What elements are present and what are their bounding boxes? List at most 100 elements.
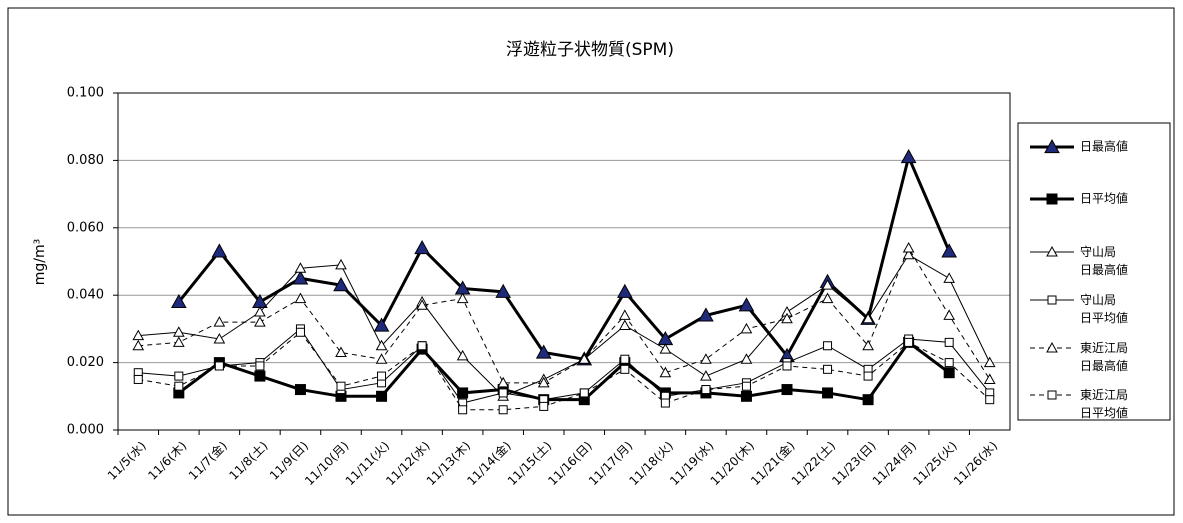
marker xyxy=(659,343,672,354)
y-tick-label: 0.000 xyxy=(67,423,104,438)
marker xyxy=(985,395,995,405)
marker xyxy=(579,388,589,398)
marker xyxy=(741,381,751,391)
marker xyxy=(821,279,834,290)
plot-area xyxy=(117,92,1011,431)
marker xyxy=(983,356,996,368)
marker xyxy=(214,361,224,371)
y-tick-label: 0.080 xyxy=(67,153,104,168)
marker xyxy=(781,312,793,324)
marker xyxy=(1047,390,1057,400)
marker xyxy=(782,361,792,371)
marker xyxy=(416,299,428,310)
marker xyxy=(1044,138,1060,154)
marker xyxy=(172,336,185,347)
marker xyxy=(738,297,755,312)
marker xyxy=(618,309,631,320)
marker xyxy=(578,353,591,364)
marker xyxy=(213,316,226,327)
marker xyxy=(900,149,917,164)
y-axis-label: mg/m³ xyxy=(32,239,48,286)
marker xyxy=(132,329,145,341)
marker xyxy=(172,326,185,337)
marker xyxy=(821,292,834,304)
marker xyxy=(495,283,512,298)
series-line xyxy=(138,328,991,404)
legend-label: 守山局日最高値 xyxy=(1080,245,1128,277)
legend-label: 東近江局日最高値 xyxy=(1080,341,1128,373)
marker xyxy=(862,394,874,406)
marker xyxy=(904,337,914,347)
marker xyxy=(498,405,508,415)
marker xyxy=(333,277,349,292)
marker xyxy=(132,339,145,351)
marker xyxy=(211,243,228,258)
y-tick-label: 0.100 xyxy=(67,86,104,101)
marker xyxy=(618,319,631,331)
marker xyxy=(335,346,347,357)
marker xyxy=(497,376,510,388)
marker xyxy=(700,370,712,381)
chart-title: 浮遊粒子状物質(SPM) xyxy=(506,40,674,60)
marker xyxy=(133,374,143,384)
marker xyxy=(213,332,226,344)
marker xyxy=(377,371,387,381)
marker xyxy=(823,341,833,351)
marker xyxy=(375,339,388,351)
marker xyxy=(335,258,347,270)
marker xyxy=(902,248,915,260)
marker xyxy=(417,341,427,351)
marker xyxy=(292,270,309,285)
marker xyxy=(944,337,954,347)
marker xyxy=(823,364,833,374)
marker xyxy=(822,387,834,399)
legend-box xyxy=(1017,122,1171,421)
marker xyxy=(537,376,550,388)
legend-label: 守山局日平均値 xyxy=(1080,293,1128,325)
marker xyxy=(255,361,265,371)
marker xyxy=(862,312,874,324)
marker xyxy=(781,384,793,396)
marker xyxy=(456,349,469,361)
marker xyxy=(863,371,873,381)
marker xyxy=(660,398,670,408)
series-line xyxy=(138,246,991,384)
marker xyxy=(1046,341,1058,353)
marker xyxy=(941,243,958,258)
marker xyxy=(620,354,630,364)
marker xyxy=(539,401,549,411)
marker xyxy=(701,385,711,395)
marker xyxy=(1046,193,1058,205)
marker xyxy=(740,353,753,364)
legend-label: 日最高値 xyxy=(1080,139,1128,154)
marker xyxy=(254,370,266,382)
legend-label: 東近江局日平均値 xyxy=(1080,388,1128,420)
legend-label: 日平均値 xyxy=(1080,191,1128,206)
marker xyxy=(943,309,956,320)
marker xyxy=(498,388,508,398)
marker xyxy=(294,292,307,304)
marker xyxy=(943,272,956,283)
marker xyxy=(620,364,630,374)
marker xyxy=(944,358,954,368)
marker xyxy=(616,283,633,298)
marker xyxy=(294,384,306,396)
marker xyxy=(376,390,388,402)
marker xyxy=(983,373,996,384)
marker xyxy=(170,293,187,309)
marker xyxy=(294,262,307,273)
marker xyxy=(174,381,184,391)
marker xyxy=(902,241,915,253)
marker xyxy=(456,292,469,304)
marker xyxy=(700,353,712,364)
marker xyxy=(698,307,714,322)
y-tick-label: 0.040 xyxy=(67,288,104,303)
marker xyxy=(375,353,388,364)
marker xyxy=(862,339,874,351)
marker xyxy=(1047,295,1057,305)
marker xyxy=(254,306,266,317)
marker xyxy=(458,405,468,415)
series-line xyxy=(138,254,991,397)
marker xyxy=(254,316,266,327)
